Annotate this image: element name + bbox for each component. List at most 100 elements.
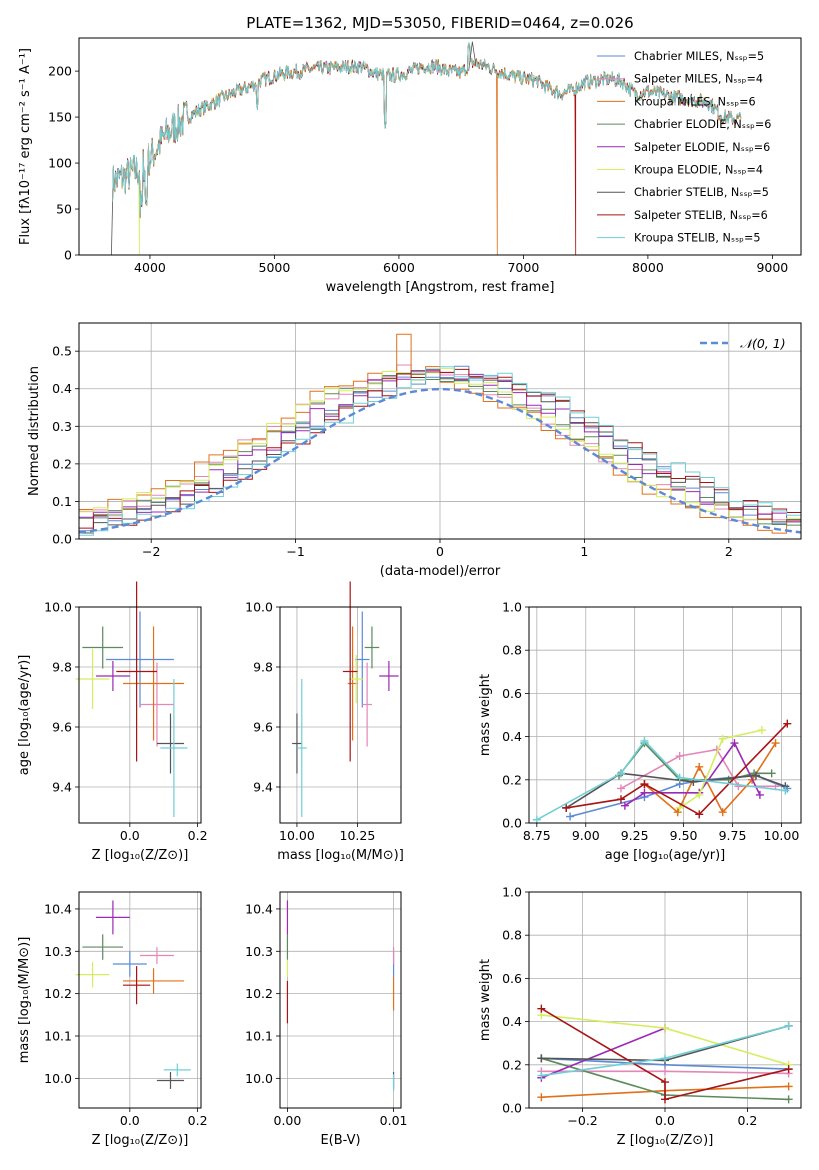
weight-marker-5 xyxy=(757,726,766,735)
x-tick-label: −0.2 xyxy=(567,1113,597,1128)
weight-marker-5 xyxy=(661,1024,669,1033)
chart-title: PLATE=1362, MJD=53050, FIBERID=0464, z=0… xyxy=(246,14,633,32)
axes-frame xyxy=(78,37,802,256)
weight-marker-7 xyxy=(661,1078,669,1087)
x-tick-label: 9.25 xyxy=(621,828,649,843)
x-tick-label: 0.00 xyxy=(274,1113,302,1128)
weight-marker-5 xyxy=(695,790,704,799)
weight-marker-2 xyxy=(771,739,780,748)
y-tick-label: 0 xyxy=(64,248,72,263)
y-tick-label: 100 xyxy=(48,156,72,171)
weight-marker-2 xyxy=(784,1082,793,1091)
weight-marker-4 xyxy=(620,801,629,810)
x-tick-label: 10.00 xyxy=(764,828,800,843)
x-tick-label: 0.0 xyxy=(120,1113,140,1128)
weight-line-7 xyxy=(540,1007,789,1101)
y-tick-label: 10.3 xyxy=(44,944,72,959)
text-layer: PLATE=1362, MJD=53050, FIBERID=0464, z=0… xyxy=(17,14,799,1148)
weight-marker-8 xyxy=(532,815,541,824)
x-axis-label: wavelength [Angstrom, rest frame] xyxy=(326,280,555,295)
x-tick-label: 6000 xyxy=(383,260,415,275)
weight-marker-3 xyxy=(767,769,776,778)
y-tick-label: 10.4 xyxy=(245,901,273,916)
weight-marker-4 xyxy=(755,790,764,799)
weight-marker-4 xyxy=(640,788,649,797)
gaussian-legend-label: 𝒩(0, 1) xyxy=(740,336,786,351)
axes-frame xyxy=(279,606,402,824)
x-tick-label: 10.00 xyxy=(279,828,315,843)
legend-label-0: Chabrier MILES, Nₛₛₚ=5 xyxy=(634,50,764,63)
y-tick-label: 0.4 xyxy=(52,381,72,396)
y-axis-label: Flux [fλ10⁻¹⁷ erg cm⁻² s⁻¹ A⁻¹] xyxy=(18,48,33,245)
y-tick-label: 0.4 xyxy=(502,1014,522,1029)
x-tick-label: 0.0 xyxy=(655,1113,675,1128)
y-tick-label: 10.1 xyxy=(44,1029,72,1044)
y-tick-label: 10.4 xyxy=(44,901,72,916)
weight-marker-2 xyxy=(718,808,727,817)
x-tick-label: 9.00 xyxy=(572,828,600,843)
y-tick-label: 0.6 xyxy=(502,686,522,701)
histogram-series-6 xyxy=(79,369,801,534)
y-tick-label: 0.1 xyxy=(52,494,72,509)
legend-label-8: Kroupa STELIB, Nₛₛₚ=5 xyxy=(634,232,760,245)
x-tick-label: 5000 xyxy=(259,260,291,275)
weight-marker-7 xyxy=(695,810,704,819)
x-axis-label: Z [log₁₀(Z/Z⊙)] xyxy=(617,1133,714,1148)
x-tick-label: 9.75 xyxy=(719,828,747,843)
y-tick-label: 0.4 xyxy=(502,729,522,744)
legend-label-6: Chabrier STELIB, Nₛₛₚ=5 xyxy=(634,186,769,199)
y-axis-label: mass weight xyxy=(478,959,493,1041)
weight-marker-1 xyxy=(661,1067,669,1076)
x-tick-label: 9000 xyxy=(756,260,788,275)
grid-layer xyxy=(79,323,801,1109)
x-tick-label: 0.2 xyxy=(188,1113,208,1128)
x-tick-label: 1 xyxy=(580,544,588,559)
y-tick-label: 9.8 xyxy=(253,660,273,675)
x-tick-label: −1 xyxy=(286,544,304,559)
weight-marker-2 xyxy=(695,762,704,771)
weight-marker-3 xyxy=(784,1095,793,1104)
x-axis-label: E(B-V) xyxy=(320,1133,360,1148)
weight-marker-8 xyxy=(781,786,790,795)
legend-label-4: Salpeter ELODIE, Nₛₛₚ=6 xyxy=(634,141,770,154)
x-tick-label: 0.0 xyxy=(120,828,140,843)
x-tick-label: 0 xyxy=(436,544,444,559)
y-tick-label: 10.2 xyxy=(245,986,273,1001)
x-tick-label: 4000 xyxy=(134,260,166,275)
weight-marker-7 xyxy=(784,1065,793,1074)
y-tick-label: 0.0 xyxy=(52,532,72,547)
y-tick-label: 9.6 xyxy=(52,720,72,735)
weight-marker-6 xyxy=(751,771,760,780)
weight-marker-8 xyxy=(784,1021,793,1030)
x-axis-label: mass [log₁₀(M/M⊙)] xyxy=(277,848,404,863)
spectrum-line-8 xyxy=(112,41,742,217)
y-tick-label: 1.0 xyxy=(502,600,522,615)
weight-marker-7 xyxy=(562,803,571,812)
legend-label-2: Kroupa MILES, Nₛₛₚ=6 xyxy=(634,95,756,108)
weight-line-7 xyxy=(566,723,788,816)
weight-marker-2 xyxy=(537,1093,546,1102)
x-axis-label: Z [log₁₀(Z/Z⊙)] xyxy=(92,1133,189,1148)
x-tick-label: 9.50 xyxy=(670,828,698,843)
y-tick-label: 10.0 xyxy=(44,1071,72,1086)
x-tick-label: 0.2 xyxy=(737,1113,757,1128)
weight-marker-4 xyxy=(730,739,739,748)
x-axis-label: (data-model)/error xyxy=(380,564,501,579)
legend-label-3: Chabrier ELODIE, Nₛₛₚ=6 xyxy=(634,118,771,131)
weight-marker-8 xyxy=(537,1071,546,1080)
x-tick-label: 7000 xyxy=(507,260,539,275)
weight-marker-1 xyxy=(675,752,684,761)
y-tick-label: 9.4 xyxy=(253,780,273,795)
y-axis-label: Normed distribution xyxy=(27,366,42,496)
x-tick-label: 2 xyxy=(725,544,733,559)
y-tick-label: 10.0 xyxy=(245,1071,273,1086)
axes-frame xyxy=(279,891,402,1109)
y-tick-label: 10.3 xyxy=(245,944,273,959)
weight-marker-8 xyxy=(616,769,625,778)
weight-marker-7 xyxy=(537,1004,546,1013)
y-tick-label: 9.8 xyxy=(52,660,72,675)
weight-marker-7 xyxy=(783,719,792,728)
weight-marker-6 xyxy=(537,1054,546,1063)
legend-label-5: Kroupa ELODIE, Nₛₛₚ=4 xyxy=(634,164,763,177)
